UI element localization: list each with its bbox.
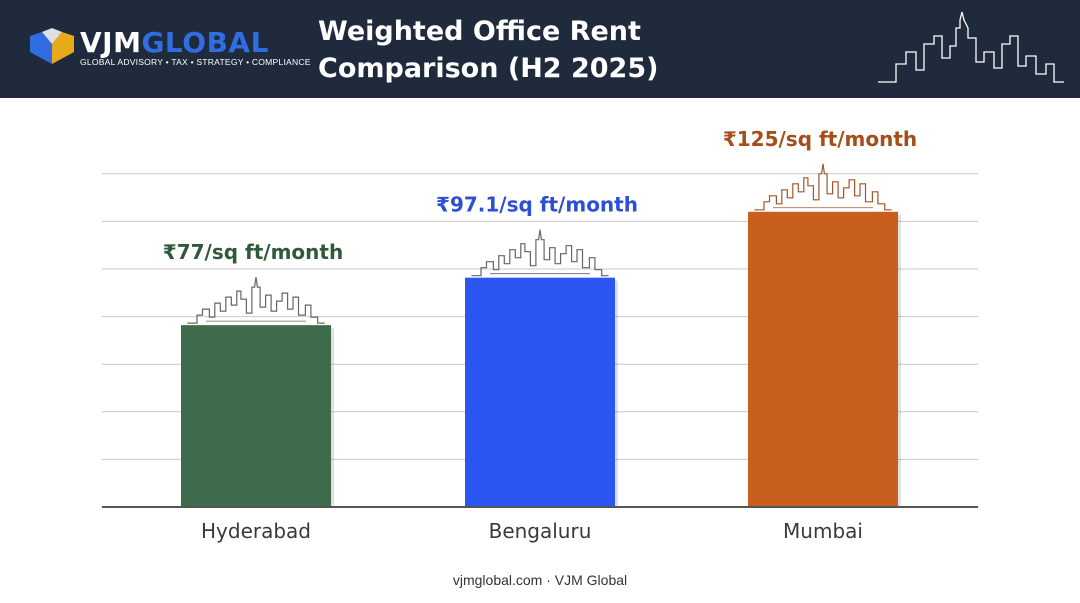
brand-global: GLOBAL [141,26,269,59]
title-line-1: Weighted Office Rent [318,16,641,47]
bar-rect [181,325,331,507]
page-title: Weighted Office Rent Comparison (H2 2025… [318,13,738,87]
brand-vjm: VJM [80,26,142,59]
header-bar: VJMGLOBAL GLOBAL ADVISORY • TAX • STRATE… [0,0,1080,98]
header-skyline-icon [878,11,1064,83]
x-tick-label-bengaluru: Bengaluru [489,519,592,543]
x-tick-label-hyderabad: Hyderabad [201,519,311,543]
title-line-2: Comparison (H2 2025) [318,53,659,84]
bar-hyderabad [181,325,334,507]
vjm-global-logo[interactable]: VJMGLOBAL GLOBAL ADVISORY • TAX • STRATE… [28,26,311,74]
bar-bengaluru [465,277,618,507]
brand-name: VJMGLOBAL [80,26,269,60]
data-label-mumbai: ₹125/sq ft/month [723,127,917,151]
rent-bar-chart: ₹77/sq ft/month Hyderabad ₹97.1/sq ft/mont… [102,127,978,543]
data-label-hyderabad: ₹77/sq ft/month [163,240,343,264]
brand-tagline: GLOBAL ADVISORY • TAX • STRATEGY • COMPL… [80,57,311,67]
bar-mumbai [748,211,901,507]
bar-skyline-icon [754,163,892,211]
bar-rect [748,211,898,507]
bar-rect [465,277,615,507]
footer-credit: vjmglobal.com · VJM Global [452,572,628,588]
logo-mark-icon [30,28,74,64]
bar-skyline-icon [187,277,325,324]
data-label-bengaluru: ₹97.1/sq ft/month [436,193,638,217]
bar-skyline-icon [471,229,609,277]
x-tick-label-mumbai: Mumbai [783,519,863,543]
